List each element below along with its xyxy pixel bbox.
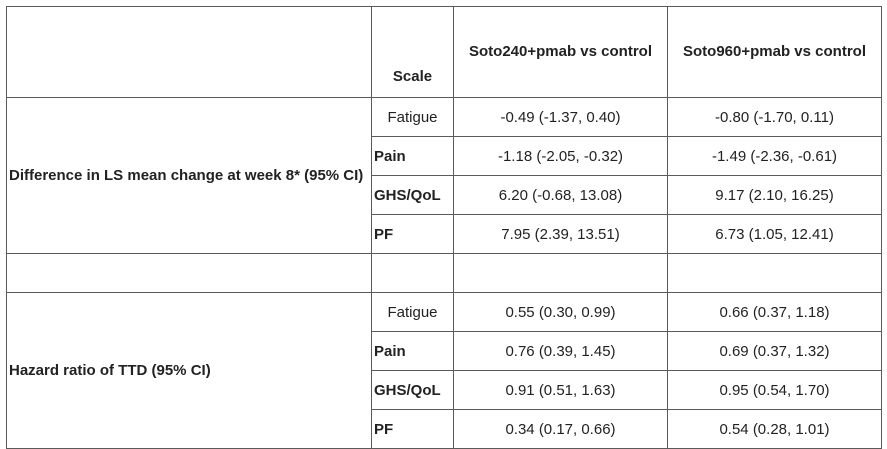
- spacer-cell: [453, 253, 668, 293]
- scale-cell: PF: [371, 214, 454, 254]
- table-row: GHS/QoL 6.20 (-0.68, 13.08) 9.17 (2.10, …: [7, 175, 882, 215]
- scale-cell: PF: [371, 409, 454, 449]
- value-cell: 7.95 (2.39, 13.51): [453, 214, 668, 254]
- value-cell: 0.76 (0.39, 1.45): [453, 331, 668, 371]
- spacer-cell: [667, 253, 882, 293]
- spacer-cell: [6, 253, 372, 293]
- scale-cell: Pain: [371, 136, 454, 176]
- table-row: Hazard ratio of TTD (95% CI) Fatigue 0.5…: [6, 292, 882, 449]
- value-cell: 0.54 (0.28, 1.01): [667, 409, 882, 449]
- value-cell: -1.49 (-2.36, -0.61): [667, 136, 882, 176]
- metric-label: Difference in LS mean change at week 8* …: [6, 97, 372, 254]
- table-row: Pain 0.76 (0.39, 1.45) 0.69 (0.37, 1.32): [7, 331, 882, 371]
- value-cell: 0.66 (0.37, 1.18): [667, 292, 882, 332]
- value-cell: 6.73 (1.05, 12.41): [667, 214, 882, 254]
- value-cell: -0.49 (-1.37, 0.40): [453, 97, 668, 137]
- value-cell: 6.20 (-0.68, 13.08): [453, 175, 668, 215]
- header-col2: Soto960+pmab vs control: [667, 6, 882, 98]
- value-cell: 9.17 (2.10, 16.25): [667, 175, 882, 215]
- table-row: PF 0.34 (0.17, 0.66) 0.54 (0.28, 1.01): [7, 409, 882, 449]
- header-row: Scale Soto240+pmab vs control Soto960+pm…: [6, 6, 882, 98]
- header-col1: Soto240+pmab vs control: [453, 6, 668, 98]
- value-cell: -0.80 (-1.70, 0.11): [667, 97, 882, 137]
- header-empty-cell: [6, 6, 372, 98]
- value-cell: 0.69 (0.37, 1.32): [667, 331, 882, 371]
- value-cell: 0.91 (0.51, 1.63): [453, 370, 668, 410]
- scale-cell: GHS/QoL: [371, 175, 454, 215]
- value-cell: 0.55 (0.30, 0.99): [453, 292, 668, 332]
- scale-cell: GHS/QoL: [371, 370, 454, 410]
- table-row: Pain -1.18 (-2.05, -0.32) -1.49 (-2.36, …: [7, 136, 882, 176]
- table-row: Difference in LS mean change at week 8* …: [6, 97, 882, 254]
- header-scale: Scale: [371, 6, 454, 98]
- scale-cell: Fatigue: [371, 97, 454, 137]
- value-cell: 0.95 (0.54, 1.70): [667, 370, 882, 410]
- results-table: Scale Soto240+pmab vs control Soto960+pm…: [6, 6, 882, 449]
- metric-label: Hazard ratio of TTD (95% CI): [6, 292, 372, 449]
- scale-cell: Pain: [371, 331, 454, 371]
- value-cell: -1.18 (-2.05, -0.32): [453, 136, 668, 176]
- value-cell: 0.34 (0.17, 0.66): [453, 409, 668, 449]
- spacer-cell: [371, 253, 454, 293]
- scale-cell: Fatigue: [371, 292, 454, 332]
- table-row: GHS/QoL 0.91 (0.51, 1.63) 0.95 (0.54, 1.…: [7, 370, 882, 410]
- spacer-row: [6, 253, 882, 293]
- table-row: PF 7.95 (2.39, 13.51) 6.73 (1.05, 12.41): [7, 214, 882, 254]
